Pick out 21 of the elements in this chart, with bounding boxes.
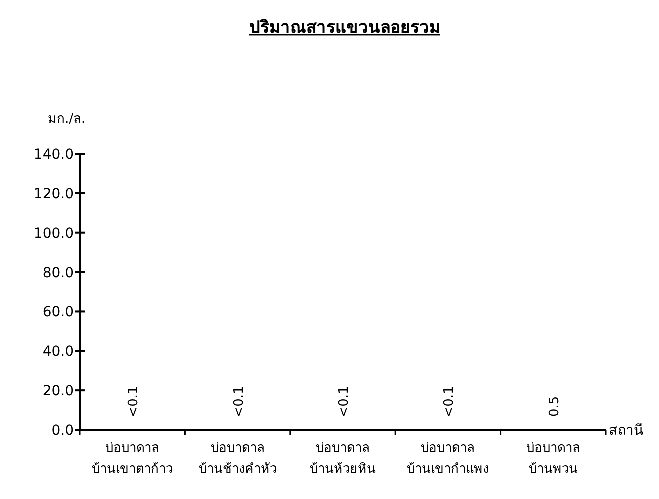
- x-tick-label: บ่อบาดาล บ้านเขากำแพง: [407, 441, 490, 477]
- x-axis-title: สถานี: [609, 423, 644, 439]
- x-tick-label: บ่อบาดาล บ้านเขาตาก้าว: [92, 441, 174, 477]
- data-label: <0.1: [126, 386, 142, 418]
- x-tick-label: บ่อบาดาล บ้านช้างคำหัว: [198, 441, 277, 477]
- data-label: <0.1: [337, 386, 352, 418]
- y-tick-label: 60.0: [42, 304, 74, 321]
- y-tick-label: 140.0: [34, 147, 74, 163]
- y-axis-title: มก./ล.: [48, 112, 86, 127]
- data-label: 0.5: [547, 396, 562, 418]
- x-tick-label: บ่อบาดาล บ้านพวน: [526, 441, 580, 477]
- data-label: <0.1: [232, 386, 247, 418]
- y-tick-label: 0.0: [52, 423, 74, 439]
- y-tick-label: 120.0: [34, 186, 74, 202]
- data-label: <0.1: [442, 386, 458, 418]
- y-tick-label: 80.0: [42, 265, 74, 282]
- y-tick-label: 100.0: [34, 226, 74, 242]
- chart-title: ปริมาณสารแขวนลอยรวม: [250, 18, 440, 38]
- y-tick-label: 20.0: [42, 384, 74, 400]
- x-tick-label: บ่อบาดาล บ้านห้วยหิน: [310, 441, 376, 477]
- y-tick-label: 40.0: [42, 344, 74, 360]
